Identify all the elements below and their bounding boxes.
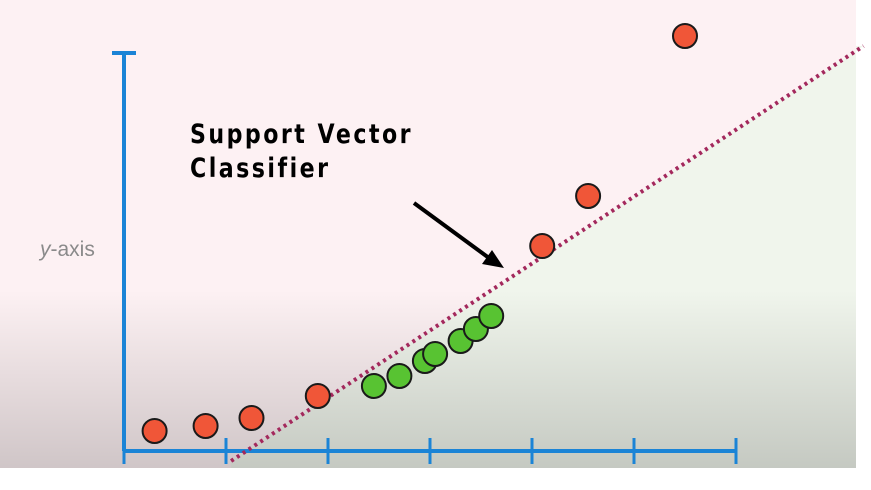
arrow-head	[482, 250, 504, 268]
green-point	[478, 303, 505, 329]
red-point	[141, 418, 168, 444]
red-point	[672, 23, 698, 49]
y-axis-label: y-axis	[40, 238, 95, 262]
y-axis-rest: -axis	[50, 238, 95, 261]
callout-label: Support Vector Classifier	[190, 118, 413, 186]
red-point	[575, 183, 602, 209]
data-points	[141, 23, 698, 444]
arrow-shaft	[412, 201, 491, 260]
axes	[112, 51, 738, 464]
green-point	[422, 341, 449, 367]
bottom-shade	[0, 290, 856, 468]
callout-line-2: Classifier	[190, 153, 331, 184]
red-point	[529, 233, 556, 259]
green-point	[360, 373, 387, 399]
green-point	[386, 363, 413, 389]
red-point	[192, 413, 219, 439]
y-axis-var: y	[40, 238, 51, 261]
red-point	[304, 383, 331, 409]
red-point	[238, 405, 265, 431]
callout-line-1: Support Vector	[190, 119, 414, 150]
